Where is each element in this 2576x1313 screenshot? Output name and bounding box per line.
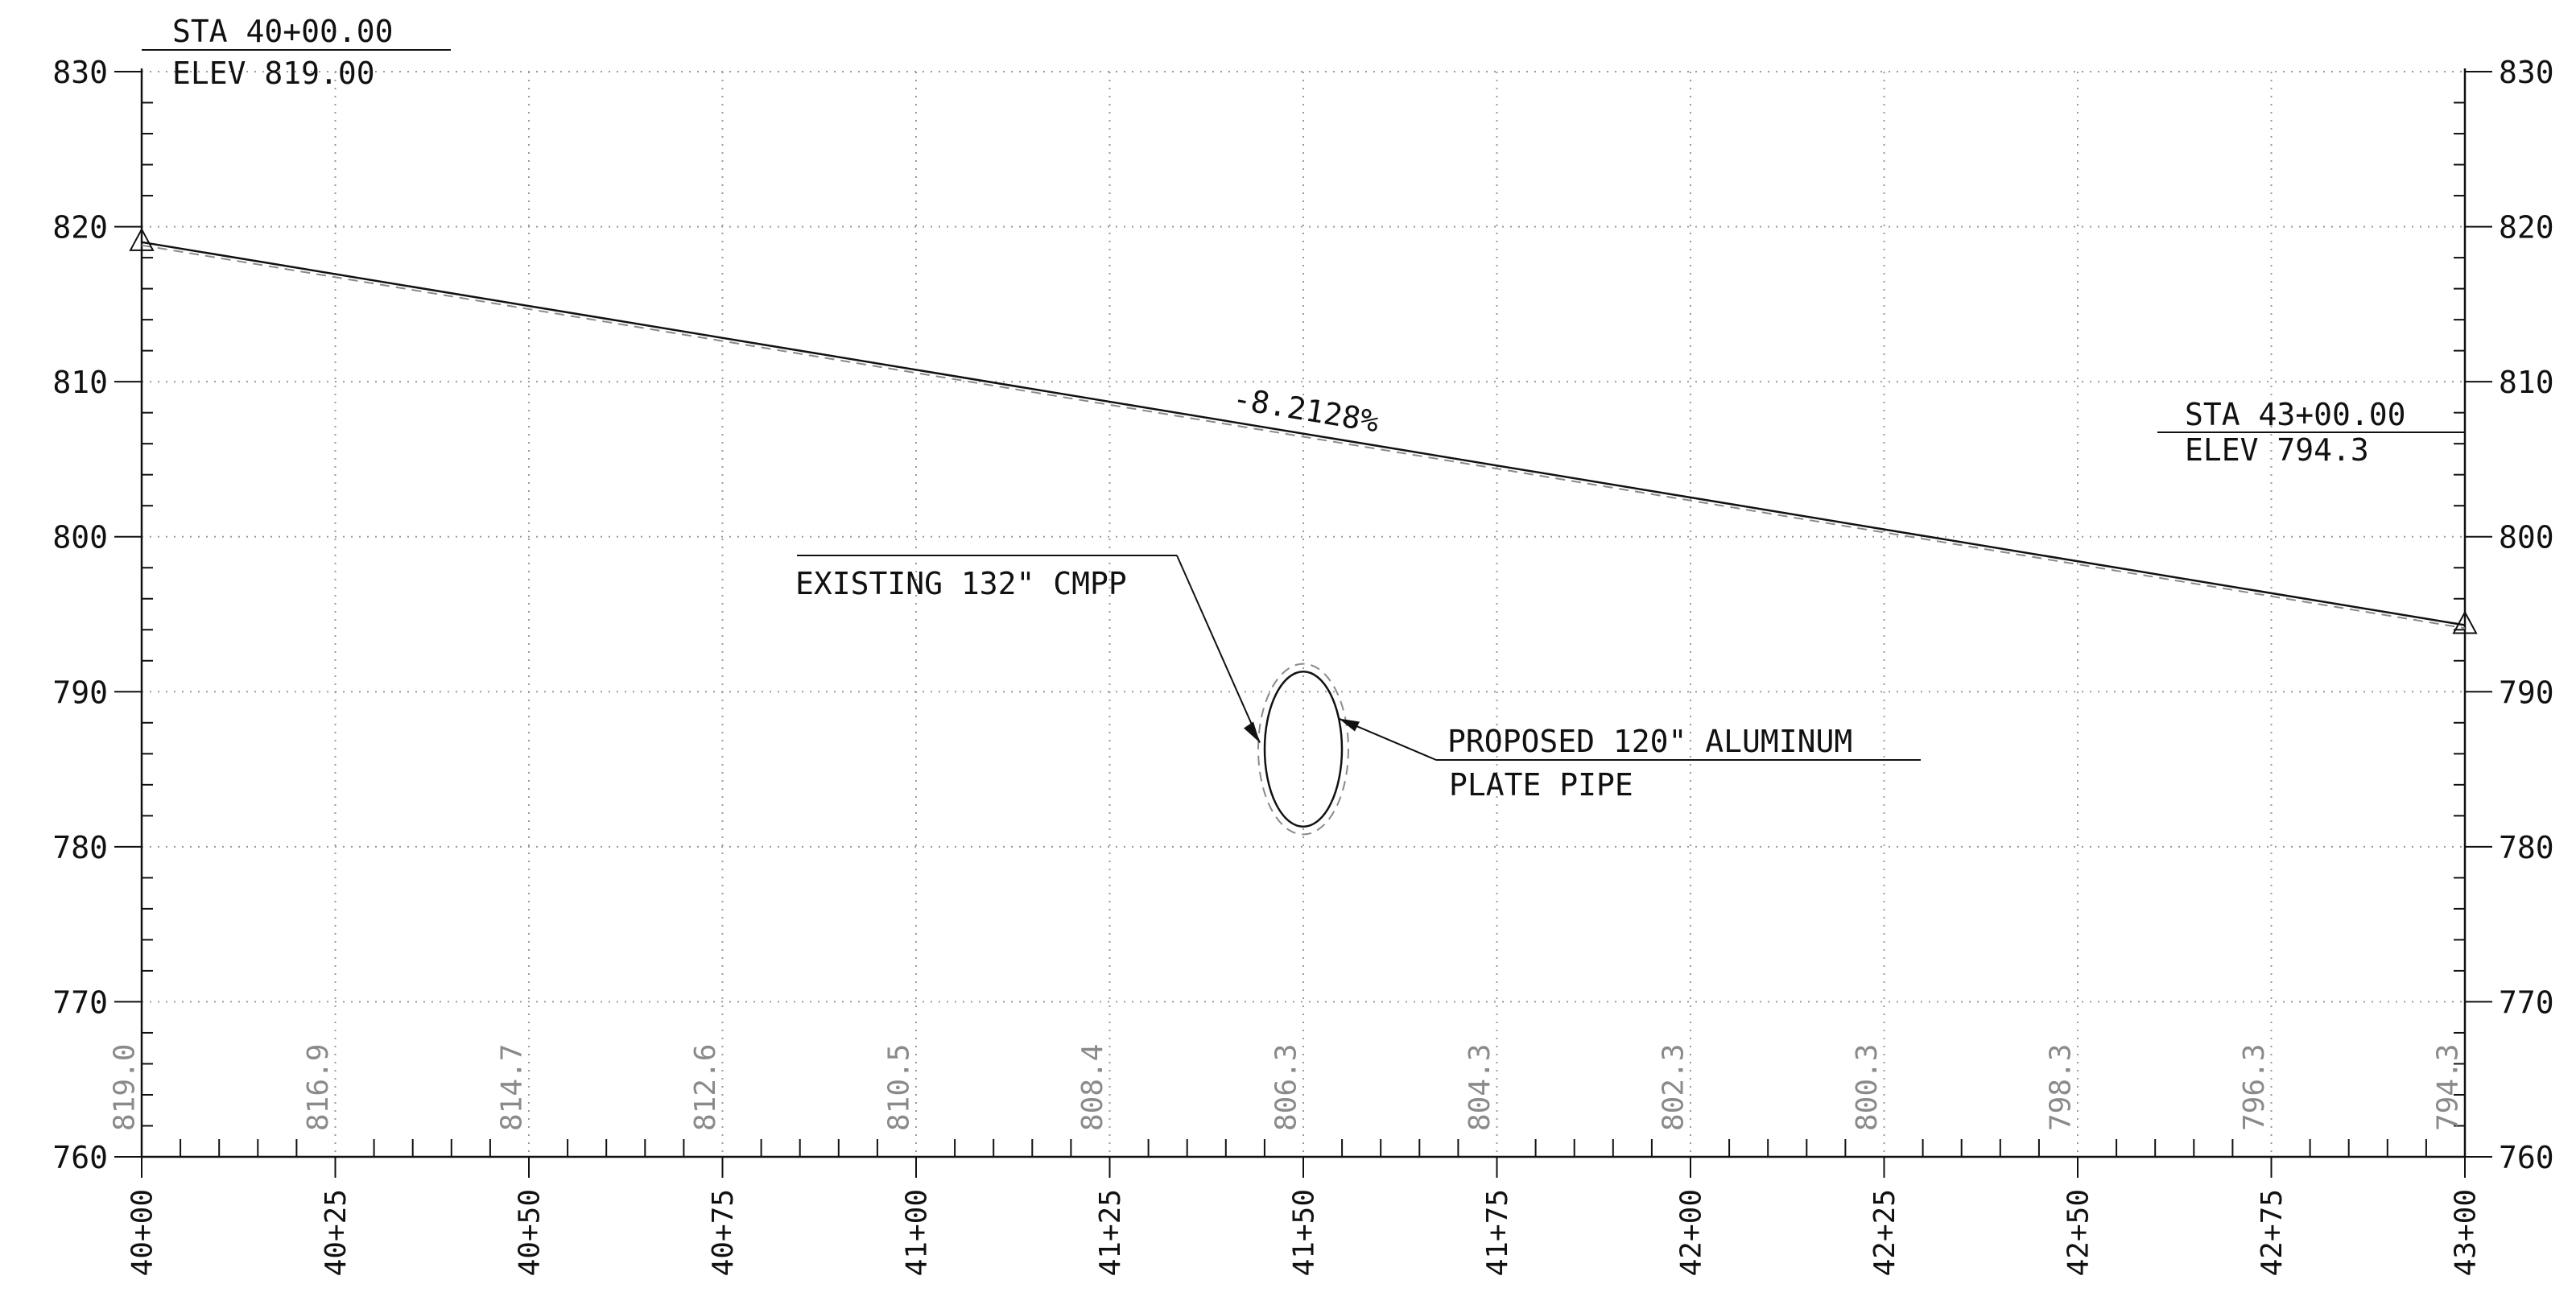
xtick-label: 42+50 <box>2062 1189 2095 1276</box>
xtick-label: 41+50 <box>1288 1189 1321 1276</box>
left-ytick-label: 780 <box>52 830 108 865</box>
start-point-marker <box>129 227 155 251</box>
elevation-label: 808.4 <box>1076 1044 1109 1131</box>
proposed-grade-line <box>141 241 2466 626</box>
xtick-label: 42+75 <box>2256 1189 2289 1276</box>
grid-layer <box>142 71 2465 1157</box>
end-point-marker <box>2452 610 2478 634</box>
elevation-label: 794.3 <box>2432 1044 2465 1131</box>
left-ytick-label: 790 <box>52 675 108 710</box>
right-ytick-label: 810 <box>2499 365 2554 400</box>
elevation-label: 812.6 <box>689 1044 722 1131</box>
xtick-label: 41+75 <box>1481 1189 1514 1276</box>
elevation-label: 816.9 <box>302 1044 335 1131</box>
elevation-label: 810.5 <box>883 1044 916 1131</box>
existing-pipe-ellipse <box>1257 663 1349 836</box>
xtick-label: 40+75 <box>707 1189 740 1276</box>
right-ytick-label: 770 <box>2499 985 2554 1020</box>
existing-pipe-arrowhead <box>1244 721 1260 743</box>
axis-layer <box>114 68 2492 1178</box>
proposed-pipe-arrowhead <box>1339 718 1360 732</box>
left-ytick-label: 800 <box>52 520 108 555</box>
start-elevation-label: ELEV 819.00 <box>172 56 375 91</box>
existing-ground-line <box>141 244 2466 630</box>
left-ytick-label: 830 <box>52 55 108 90</box>
xtick-label: 40+25 <box>320 1189 353 1276</box>
xtick-label: 41+25 <box>1094 1189 1127 1276</box>
existing-pipe-leader <box>1176 555 1261 743</box>
right-ytick-label: 830 <box>2499 55 2554 90</box>
left-ytick-label: 770 <box>52 985 108 1020</box>
elevation-label: 802.3 <box>1657 1044 1690 1131</box>
end-station-label: STA 43+00.00 <box>2185 397 2406 432</box>
grade-label: -8.2128% <box>1230 381 1381 440</box>
proposed-pipe-label-line1: PROPOSED 120" ALUMINUM <box>1447 724 1852 759</box>
xtick-label: 41+00 <box>901 1189 934 1276</box>
right-ytick-label: 780 <box>2499 830 2554 865</box>
elevation-label: 798.3 <box>2045 1044 2078 1131</box>
xtick-label: 40+00 <box>126 1189 159 1276</box>
xtick-label: 40+50 <box>514 1189 547 1276</box>
left-ytick-label: 760 <box>52 1140 108 1175</box>
start-station-label: STA 40+00.00 <box>172 14 394 49</box>
proposed-pipe-ellipse <box>1263 671 1344 828</box>
elevation-label: 814.7 <box>496 1044 529 1131</box>
annotation-layer <box>129 49 2478 836</box>
right-ytick-label: 800 <box>2499 520 2554 555</box>
series-layer <box>141 241 2466 630</box>
elevation-label: 804.3 <box>1463 1044 1496 1131</box>
xtick-label: 43+00 <box>2450 1189 2483 1276</box>
right-ytick-label: 820 <box>2499 210 2554 246</box>
xtick-label: 42+00 <box>1675 1189 1708 1276</box>
end-elevation-label: ELEV 794.3 <box>2185 432 2369 468</box>
elevation-label: 806.3 <box>1270 1044 1303 1131</box>
xtick-label: 42+25 <box>1868 1189 1901 1276</box>
left-ytick-label: 810 <box>52 365 108 400</box>
elevation-label: 800.3 <box>1851 1044 1884 1131</box>
right-ytick-label: 760 <box>2499 1140 2554 1175</box>
proposed-pipe-label-line2: PLATE PIPE <box>1449 767 1633 803</box>
elevation-label: 819.0 <box>109 1044 142 1131</box>
elevation-label: 796.3 <box>2238 1044 2271 1131</box>
left-ytick-label: 820 <box>52 210 108 246</box>
right-ytick-label: 790 <box>2499 675 2554 710</box>
existing-pipe-label: EXISTING 132" CMPP <box>795 566 1127 601</box>
